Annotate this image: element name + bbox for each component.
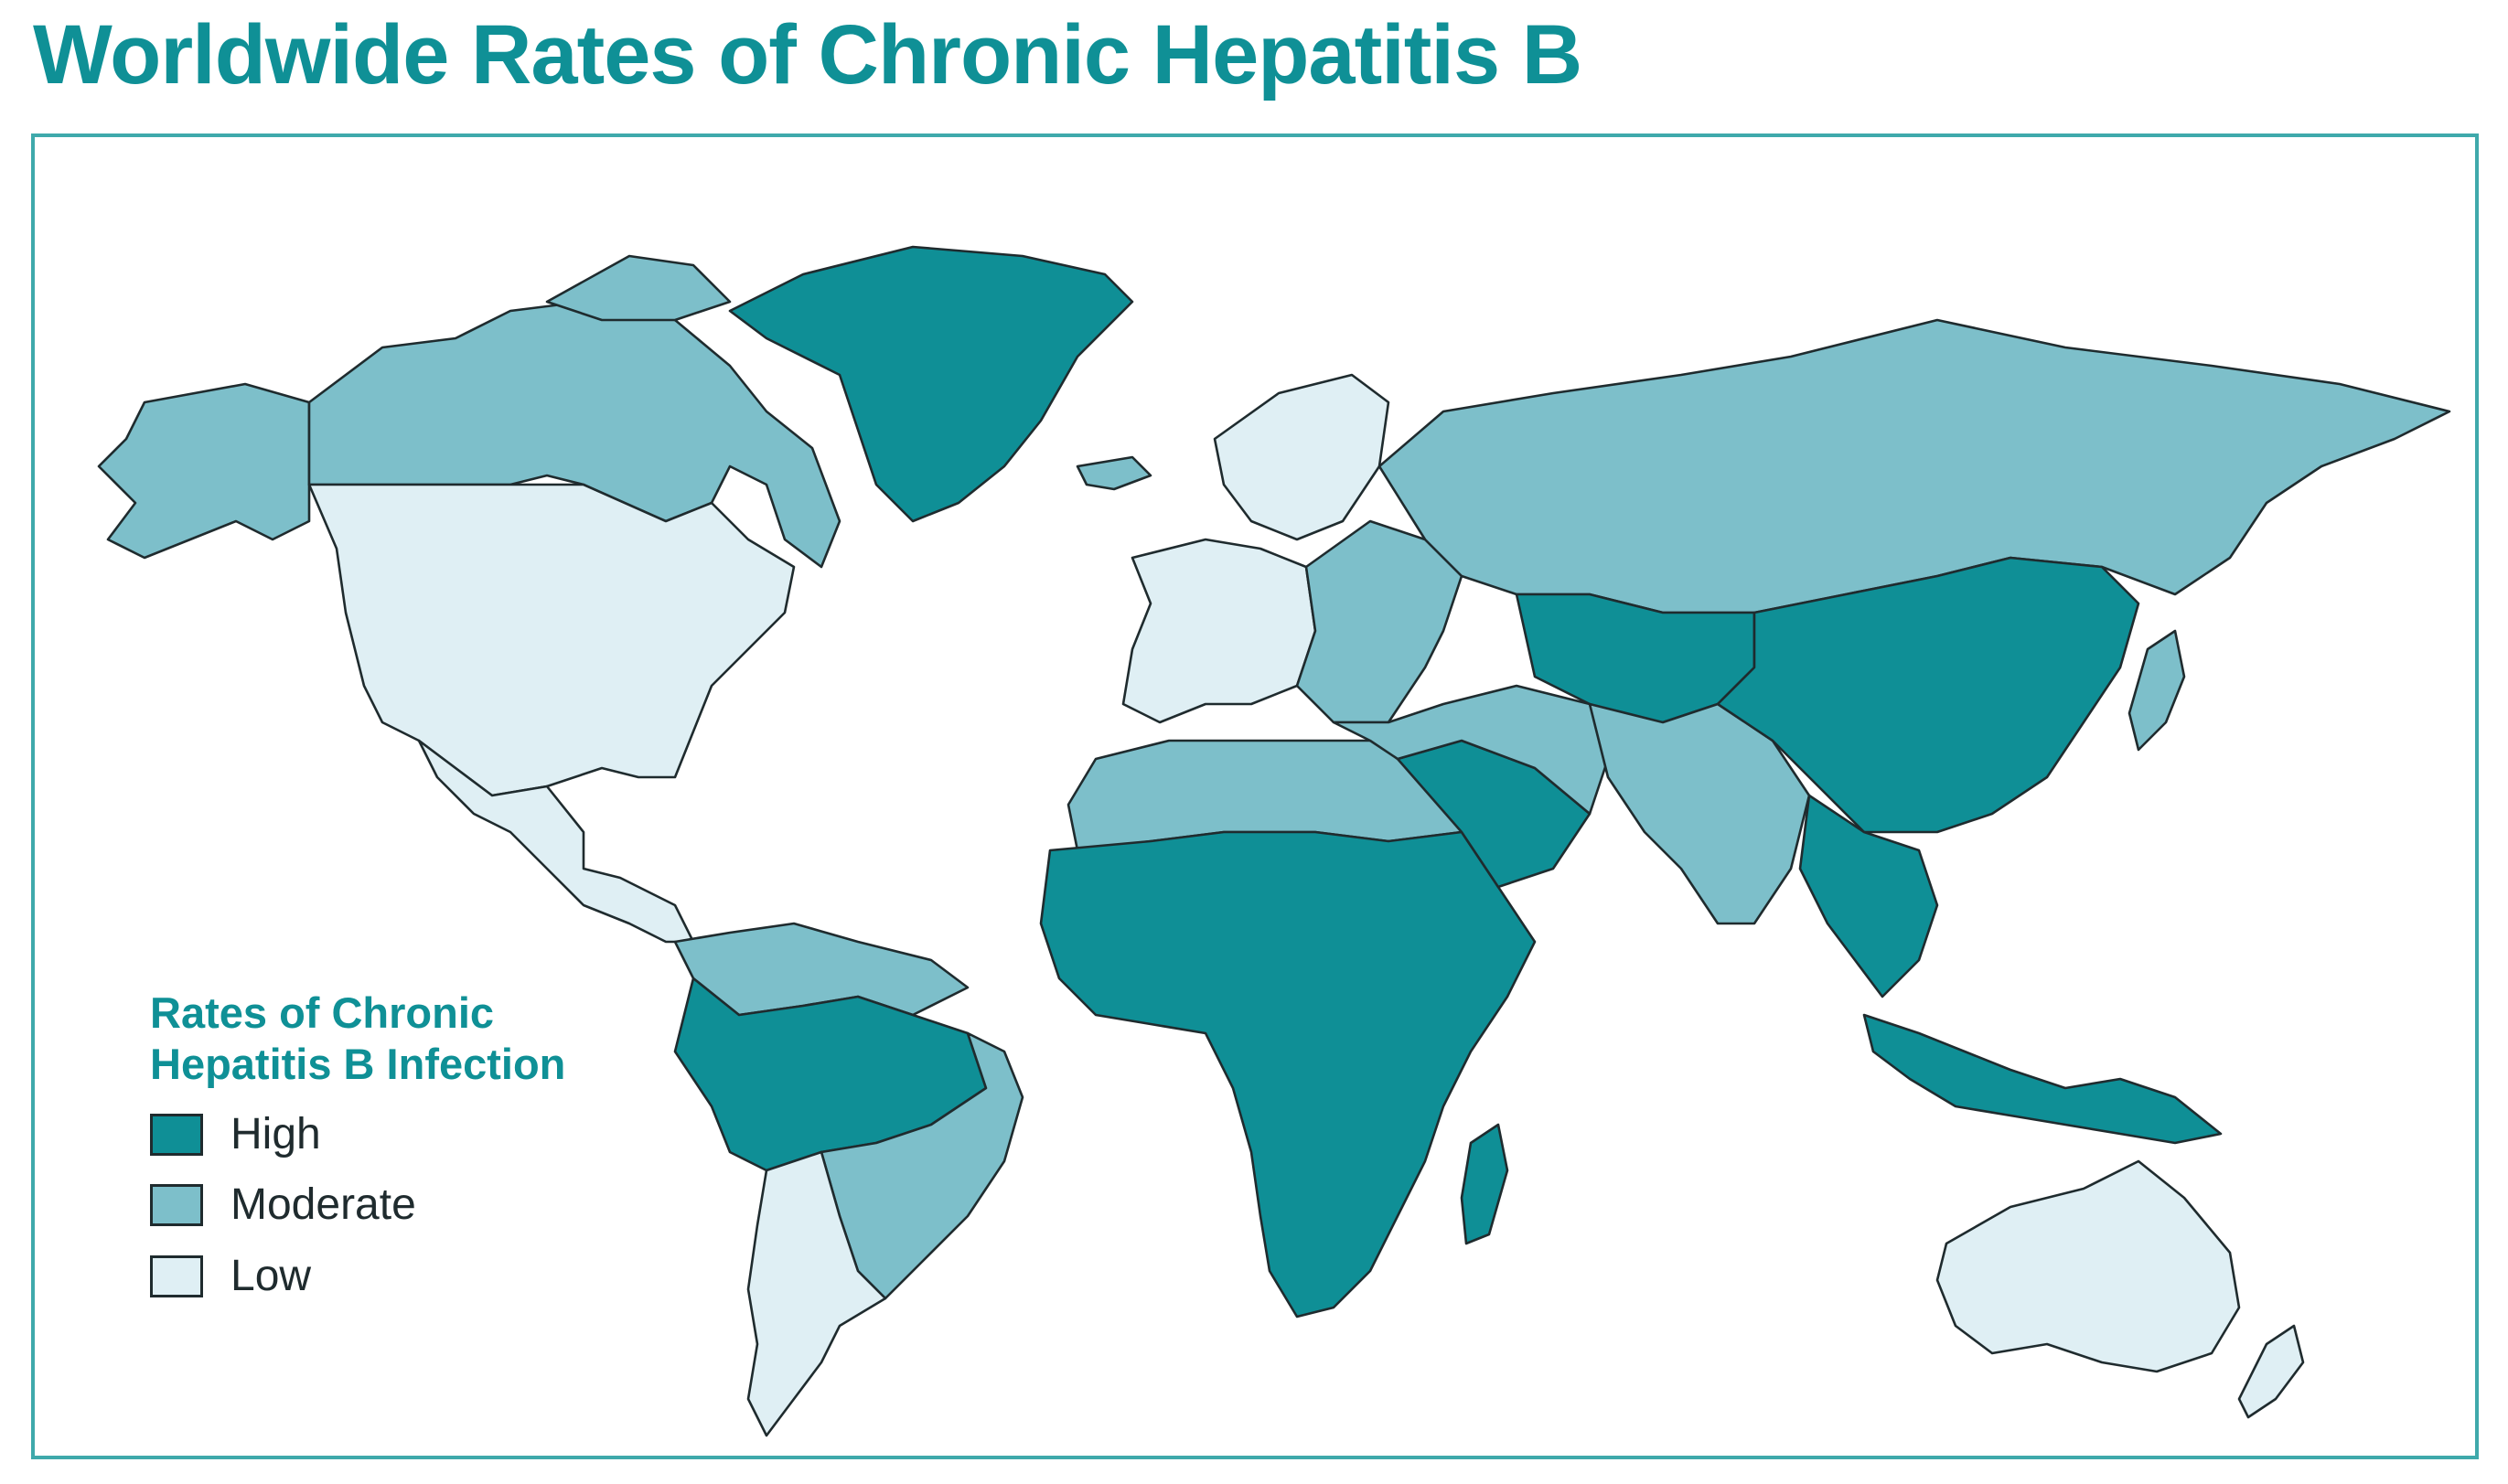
- region-western-europe: Western Europe: [1121, 538, 1317, 724]
- region-japan: Japan: [2128, 629, 2186, 752]
- region-southeast-asia: Southeast Asia: [1798, 794, 1939, 998]
- region-alaska: Alaska: [97, 382, 311, 560]
- legend-swatch-high: [150, 1113, 203, 1156]
- map-legend: Rates of Chronic Hepatitis B Infection H…: [150, 988, 662, 1300]
- region-eastern-europe: Eastern Europe: [1295, 519, 1463, 724]
- legend-item-low: Low: [150, 1251, 311, 1301]
- map-title: Worldwide Rates of Chronic Hepatitis B: [33, 8, 1582, 101]
- region-greenland: Greenland: [728, 245, 1134, 523]
- region-middle-east: Middle East: [1332, 684, 1610, 816]
- legend-label-high: High: [230, 1110, 321, 1158]
- region-china-mongolia: China and Mongolia: [1716, 556, 2140, 834]
- legend-title: Rates of Chronic Hepatitis B Infection: [150, 988, 662, 1090]
- region-madagascar: Madagascar: [1460, 1123, 1509, 1245]
- legend-swatch-low: [150, 1254, 203, 1297]
- legend-swatch-moderate: [150, 1183, 203, 1226]
- world-map: Alaska Canada Canada Greenland United St…: [97, 245, 2451, 1437]
- region-united-states: United States: [307, 483, 796, 797]
- region-new-zealand: New Zealand: [2237, 1324, 2305, 1419]
- region-southern-south-america: Southern South America: [746, 1150, 887, 1437]
- region-south-asia: South Asia: [1588, 702, 1811, 925]
- legend-label-low: Low: [230, 1252, 312, 1300]
- region-canada-island: Canada: [545, 254, 732, 322]
- legend-item-high: High: [150, 1109, 321, 1159]
- legend-title-line2: Hepatitis B Infection: [150, 1040, 566, 1088]
- map-frame: Alaska Canada Canada Greenland United St…: [31, 133, 2479, 1459]
- legend-label-moderate: Moderate: [230, 1180, 416, 1229]
- region-indonesia-new-guinea: Indonesia and New Guinea: [1862, 1013, 2223, 1145]
- region-iceland: Iceland: [1076, 455, 1152, 491]
- legend-title-line1: Rates of Chronic: [150, 988, 495, 1037]
- region-australia: Australia: [1935, 1159, 2241, 1373]
- legend-item-moderate: Moderate: [150, 1180, 416, 1230]
- region-sub-saharan-africa: Sub-Saharan Africa: [1039, 830, 1537, 1319]
- region-scandinavia: Scandinavia: [1213, 373, 1390, 541]
- region-russia: Russia: [1377, 318, 2451, 614]
